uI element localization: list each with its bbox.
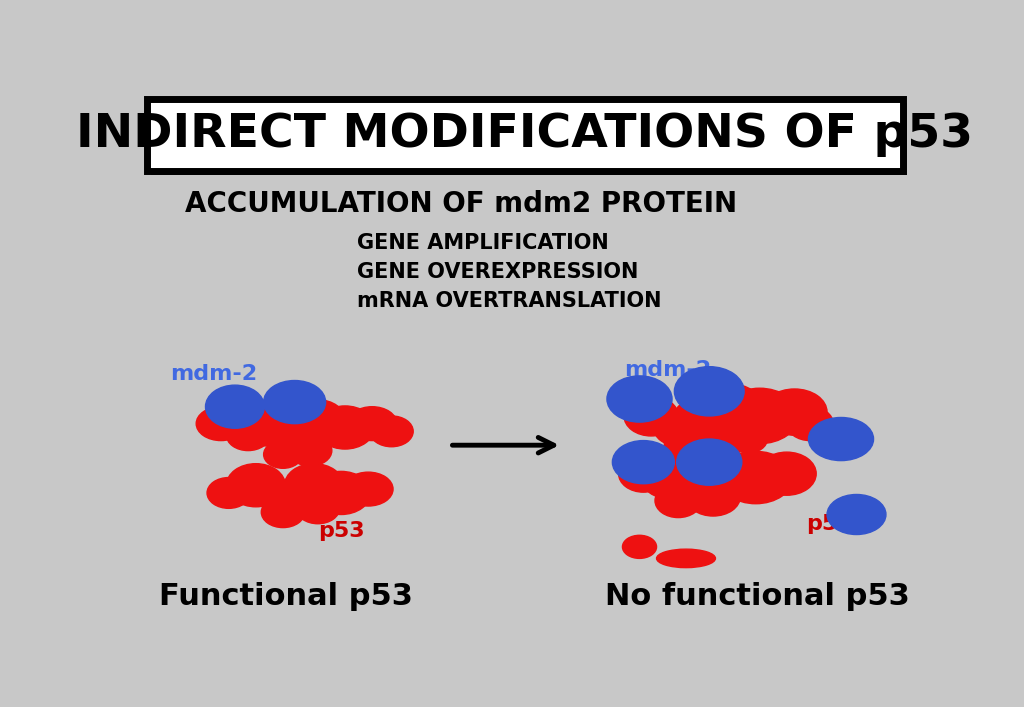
Ellipse shape <box>665 428 708 458</box>
Ellipse shape <box>618 455 669 492</box>
Ellipse shape <box>686 449 756 498</box>
Text: Functional p53: Functional p53 <box>159 583 413 612</box>
Ellipse shape <box>197 407 246 440</box>
Text: GENE OVEREXPRESSION: GENE OVEREXPRESSION <box>356 262 638 282</box>
Ellipse shape <box>686 477 740 516</box>
Ellipse shape <box>695 423 738 455</box>
Ellipse shape <box>347 407 397 440</box>
Ellipse shape <box>241 409 295 446</box>
Ellipse shape <box>263 440 302 468</box>
FancyBboxPatch shape <box>147 99 903 171</box>
Ellipse shape <box>665 445 723 488</box>
Ellipse shape <box>311 472 371 515</box>
Ellipse shape <box>226 420 270 450</box>
Ellipse shape <box>612 440 675 484</box>
Ellipse shape <box>827 494 886 534</box>
Ellipse shape <box>226 464 286 507</box>
Ellipse shape <box>758 452 816 495</box>
Text: INDIRECT MODIFICATIONS OF p53: INDIRECT MODIFICATIONS OF p53 <box>77 112 973 158</box>
Ellipse shape <box>291 399 345 440</box>
Ellipse shape <box>285 464 343 507</box>
Ellipse shape <box>296 493 340 524</box>
Ellipse shape <box>257 481 301 512</box>
Ellipse shape <box>607 376 672 422</box>
Text: mRNA OVERTRANSLATION: mRNA OVERTRANSLATION <box>356 291 662 311</box>
Ellipse shape <box>786 407 834 440</box>
Ellipse shape <box>675 367 744 416</box>
Ellipse shape <box>343 472 393 506</box>
Ellipse shape <box>762 389 827 436</box>
Text: No functional p53: No functional p53 <box>604 583 909 612</box>
Ellipse shape <box>624 396 678 436</box>
Text: p53: p53 <box>806 514 853 534</box>
Ellipse shape <box>370 416 414 447</box>
Ellipse shape <box>729 425 767 453</box>
Ellipse shape <box>271 414 317 448</box>
Ellipse shape <box>719 451 793 503</box>
Ellipse shape <box>289 436 332 466</box>
Ellipse shape <box>315 406 375 449</box>
Ellipse shape <box>206 385 264 428</box>
Ellipse shape <box>207 477 251 508</box>
Ellipse shape <box>653 409 703 446</box>
Ellipse shape <box>263 380 326 423</box>
Text: ACCUMULATION OF mdm2 PROTEIN: ACCUMULATION OF mdm2 PROTEIN <box>185 190 737 218</box>
Ellipse shape <box>693 384 764 433</box>
Ellipse shape <box>721 388 799 444</box>
Ellipse shape <box>677 439 741 485</box>
Ellipse shape <box>809 417 873 460</box>
Ellipse shape <box>261 497 305 527</box>
Ellipse shape <box>672 398 731 441</box>
Ellipse shape <box>641 456 700 499</box>
Ellipse shape <box>623 535 656 559</box>
Text: p53: p53 <box>317 522 365 542</box>
FancyBboxPatch shape <box>152 103 907 175</box>
Text: mdm-2: mdm-2 <box>171 363 258 384</box>
Ellipse shape <box>655 484 701 518</box>
Ellipse shape <box>656 549 716 568</box>
Text: GENE AMPLIFICATION: GENE AMPLIFICATION <box>356 233 608 252</box>
Text: mdm-2: mdm-2 <box>624 360 711 380</box>
